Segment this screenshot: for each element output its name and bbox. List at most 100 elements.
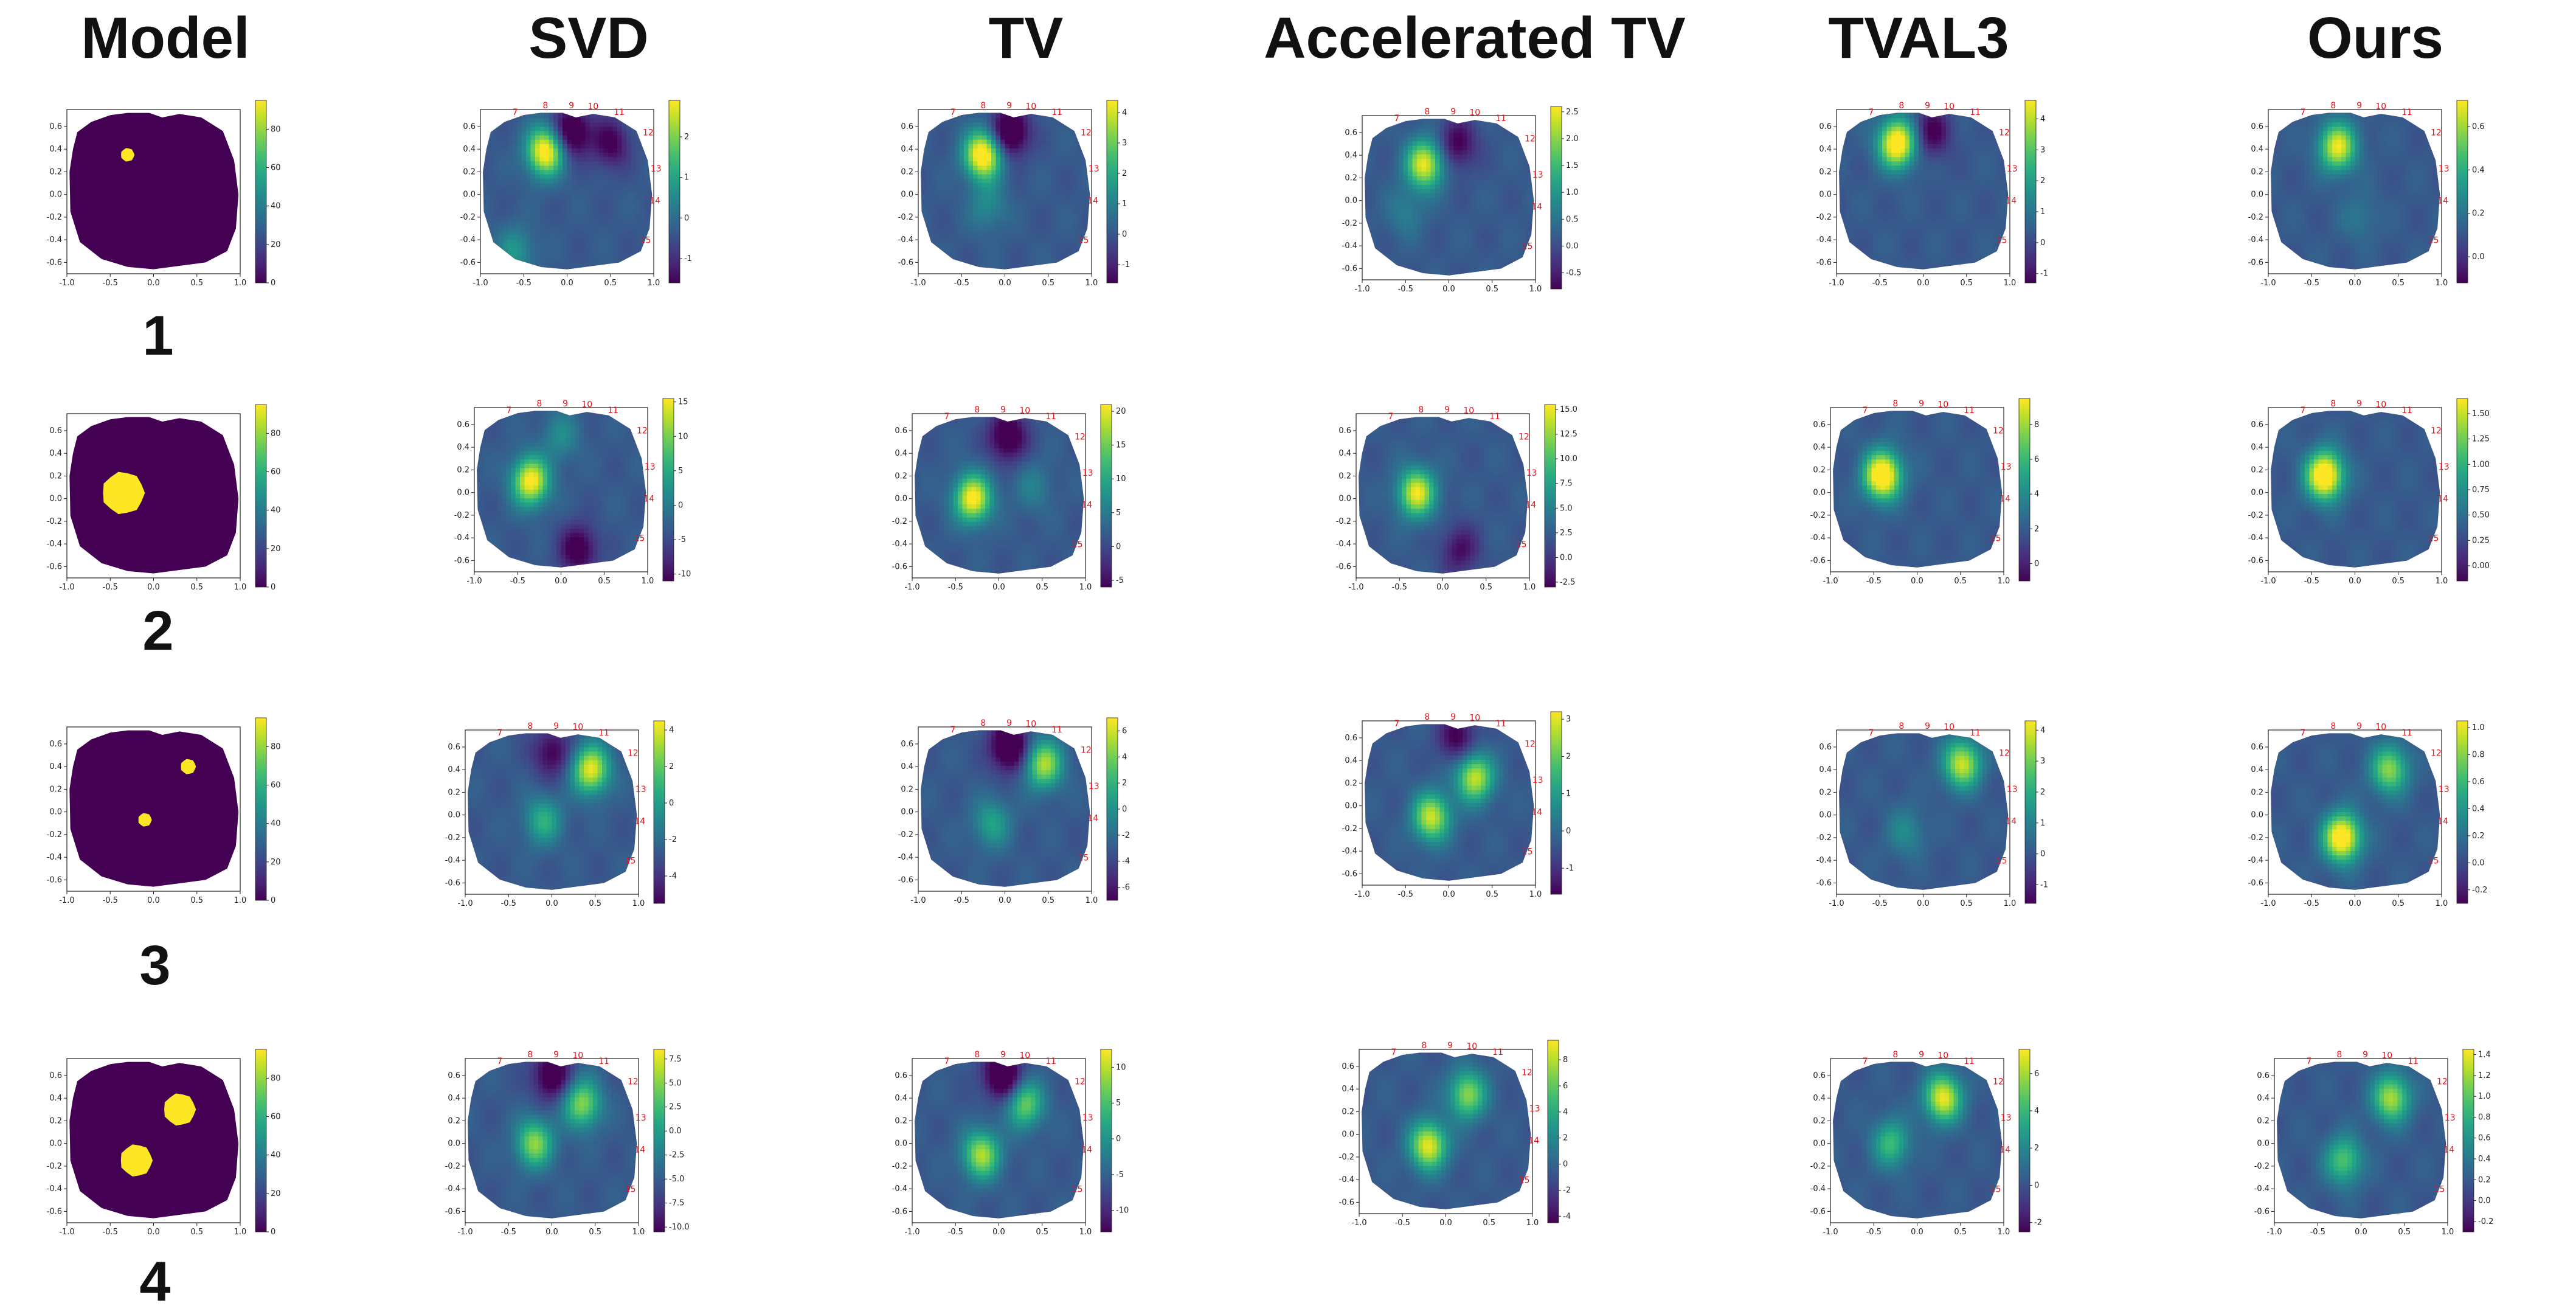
- x-tick-label: 1.0: [642, 577, 654, 586]
- colorbar-tick-label: 3: [1122, 139, 1127, 148]
- colorbar-tick-label: -5.0: [669, 1175, 684, 1184]
- y-tick-label: 0.4: [463, 145, 476, 154]
- column-header-tval3: TVAL3: [1706, 5, 2131, 72]
- x-tick-label: 1.0: [234, 896, 247, 905]
- reconstruction-field: [2268, 408, 2442, 572]
- electrode-label: 9: [1444, 405, 1450, 415]
- colorbar-tick-label: 1.2: [2478, 1071, 2491, 1080]
- y-tick-label: -0.6: [445, 878, 460, 888]
- colorbar: [1545, 405, 1556, 587]
- x-tick-label: -1.0: [1829, 279, 1844, 288]
- electrode-label: 7: [1388, 412, 1394, 422]
- colorbar-tick-label: 40: [271, 1151, 281, 1160]
- colorbar-tick-label: 5: [1116, 509, 1121, 518]
- y-tick-label: 0.2: [1819, 788, 1832, 797]
- x-tick-label: -1.0: [466, 577, 482, 586]
- y-tick-label: 0.2: [895, 471, 907, 481]
- colorbar-tick-label: -7.5: [669, 1199, 684, 1208]
- electrode-label: 9: [2363, 1050, 2368, 1060]
- x-tick-label: -0.5: [1398, 285, 1413, 294]
- colorbar: [2463, 1049, 2474, 1232]
- y-tick-label: 0.4: [2251, 443, 2263, 452]
- x-tick-label: -1.0: [473, 279, 488, 288]
- colorbar: [654, 1049, 665, 1232]
- colorbar-tick-label: 0.5: [1566, 215, 1579, 224]
- electrode-label: 10: [1463, 406, 1474, 416]
- x-tick-label: 0.0: [1917, 279, 1930, 288]
- electrode-label: 9: [2356, 721, 2362, 731]
- y-tick-label: 0.6: [1819, 122, 1832, 131]
- x-tick-label: 0.5: [190, 279, 203, 288]
- x-tick-label: 1.0: [1526, 1218, 1539, 1228]
- x-tick-label: 0.5: [1480, 583, 1492, 592]
- y-tick-label: -0.4: [898, 853, 913, 862]
- y-tick-label: -0.4: [1810, 534, 1826, 543]
- reconstruction-field: [1356, 414, 1530, 579]
- y-tick-label: -0.4: [892, 540, 907, 549]
- electrode-label: 9: [553, 721, 559, 731]
- electrode-label: 14: [2000, 494, 2010, 504]
- x-tick-label: 1.0: [234, 1228, 247, 1237]
- electrode-label: 14: [2443, 1145, 2454, 1155]
- colorbar-tick-label: 6: [2034, 1069, 2039, 1079]
- colorbar-tick-label: 0: [1563, 1160, 1568, 1169]
- electrode-label: 14: [2437, 196, 2448, 206]
- x-tick-label: -1.0: [904, 583, 919, 592]
- colorbar-tick-label: 20: [271, 544, 281, 554]
- electrode-label: 14: [1087, 813, 1098, 823]
- electrode-label: 8: [527, 721, 533, 731]
- y-tick-label: -0.4: [1816, 235, 1832, 245]
- colorbar-tick-label: -10: [1116, 1206, 1129, 1215]
- y-tick-label: 0.6: [895, 1071, 907, 1080]
- x-tick-label: -0.5: [516, 279, 531, 288]
- colorbar-tick-label: 80: [271, 125, 281, 134]
- x-tick-label: 0.0: [2349, 279, 2361, 288]
- electrode-label: 10: [1469, 714, 1480, 723]
- x-tick-label: 1.0: [2004, 279, 2017, 288]
- colorbar-tick-label: 8: [2034, 420, 2039, 429]
- y-tick-label: 0.2: [2251, 167, 2263, 176]
- y-tick-label: 0.0: [2257, 1139, 2270, 1149]
- electrode-label: 8: [2330, 399, 2336, 409]
- y-tick-label: 0.4: [49, 1094, 62, 1103]
- x-tick-label: 0.5: [1036, 583, 1048, 592]
- electrode-label: 9: [1450, 107, 1456, 117]
- colorbar-tick-label: 1: [1566, 790, 1571, 799]
- y-tick-label: -0.4: [460, 235, 476, 245]
- colorbar-tick-label: 10.0: [1560, 454, 1577, 464]
- electrode-label: 15: [1072, 1184, 1083, 1194]
- body-domain: [69, 731, 238, 887]
- x-tick-label: -0.5: [103, 896, 118, 905]
- x-tick-label: 0.0: [1911, 577, 1923, 586]
- y-tick-label: 0.4: [1819, 145, 1832, 154]
- colorbar-tick-label: -1: [684, 254, 692, 263]
- electrode-label: 11: [598, 728, 609, 738]
- x-tick-label: -0.5: [954, 896, 969, 905]
- y-tick-label: -0.4: [1342, 242, 1357, 251]
- colorbar-tick-label: 2.5: [1566, 108, 1579, 117]
- x-tick-label: 1.0: [632, 899, 645, 908]
- y-tick-label: 0.4: [49, 145, 62, 154]
- reconstruction-field: [1830, 408, 2004, 572]
- electrode-label: 8: [2336, 1050, 2342, 1060]
- colorbar-tick-label: 0.6: [2472, 777, 2485, 787]
- reconstruction-field: [2268, 109, 2442, 274]
- y-tick-label: 0.2: [2251, 465, 2263, 474]
- y-tick-label: -0.4: [47, 235, 62, 245]
- colorbar-tick-label: 7.5: [669, 1055, 682, 1064]
- y-tick-label: 0.0: [1338, 495, 1351, 504]
- electrode-label: 9: [1000, 1050, 1006, 1060]
- colorbar-tick-label: 0: [271, 583, 275, 592]
- reconstruction-field: [918, 727, 1092, 892]
- colorbar-tick-label: -10.0: [669, 1223, 690, 1232]
- electrode-label: 12: [1525, 740, 1536, 749]
- colorbar-tick-label: 0.2: [2472, 209, 2485, 218]
- y-tick-label: -0.2: [2254, 1162, 2270, 1171]
- electrode-label: 11: [2401, 108, 2412, 117]
- y-tick-label: 0.2: [1813, 465, 1826, 474]
- y-tick-label: 0.0: [895, 1139, 907, 1149]
- row-label-3: 3: [94, 934, 216, 998]
- y-tick-label: -0.2: [1336, 517, 1351, 526]
